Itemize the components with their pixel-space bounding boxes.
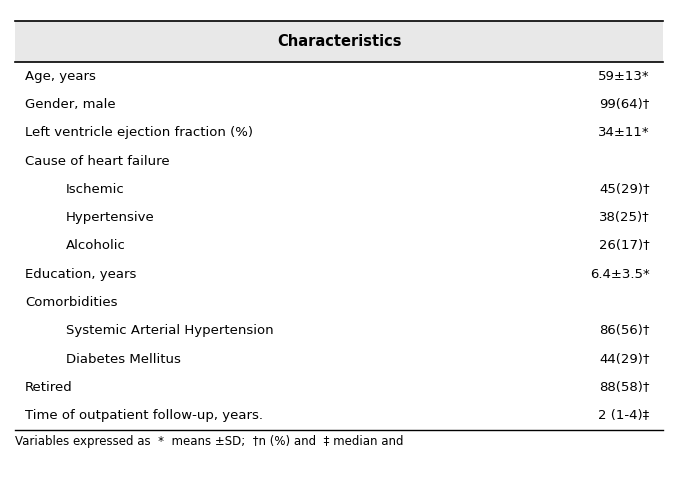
Text: Gender, male: Gender, male: [25, 98, 116, 111]
Text: Comorbidities: Comorbidities: [25, 296, 117, 309]
Text: 99(64)†: 99(64)†: [599, 98, 650, 111]
Text: Alcoholic: Alcoholic: [66, 240, 125, 252]
Text: Systemic Arterial Hypertension: Systemic Arterial Hypertension: [66, 324, 273, 337]
Text: Age, years: Age, years: [25, 70, 96, 83]
Text: Ischemic: Ischemic: [66, 183, 124, 196]
Text: Left ventricle ejection fraction (%): Left ventricle ejection fraction (%): [25, 126, 253, 140]
Text: 38(25)†: 38(25)†: [599, 211, 650, 224]
Text: 2 (1-4)‡: 2 (1-4)‡: [599, 409, 650, 422]
Text: 44(29)†: 44(29)†: [599, 352, 650, 366]
Text: 86(56)†: 86(56)†: [599, 324, 650, 337]
Text: Retired: Retired: [25, 381, 73, 394]
Text: Cause of heart failure: Cause of heart failure: [25, 155, 170, 168]
Text: Characteristics: Characteristics: [277, 34, 401, 49]
Text: 45(29)†: 45(29)†: [599, 183, 650, 196]
Text: 6.4±3.5*: 6.4±3.5*: [590, 268, 650, 281]
Text: Diabetes Mellitus: Diabetes Mellitus: [66, 352, 180, 366]
Text: 59±13*: 59±13*: [598, 70, 650, 83]
Text: 34±11*: 34±11*: [598, 126, 650, 140]
Text: Time of outpatient follow-up, years.: Time of outpatient follow-up, years.: [25, 409, 263, 422]
Text: Hypertensive: Hypertensive: [66, 211, 155, 224]
Text: Education, years: Education, years: [25, 268, 136, 281]
Text: Variables expressed as  *  means ±SD;  †n (%) and  ‡ median and: Variables expressed as * means ±SD; †n (…: [15, 435, 403, 447]
FancyBboxPatch shape: [15, 21, 663, 62]
Text: 88(58)†: 88(58)†: [599, 381, 650, 394]
Text: 26(17)†: 26(17)†: [599, 240, 650, 252]
